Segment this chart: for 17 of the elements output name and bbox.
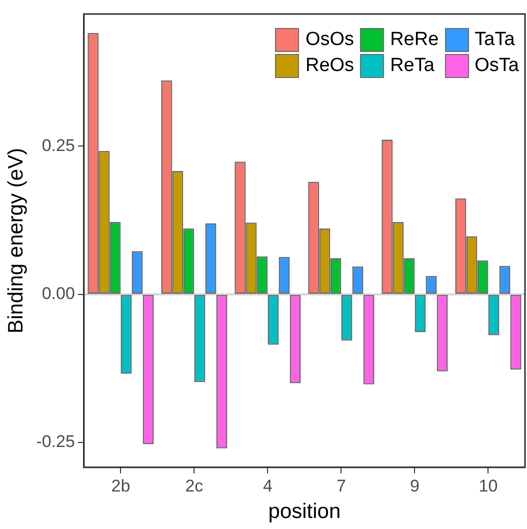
x-axis-title: position bbox=[268, 500, 341, 524]
y-axis-title: Binding energy (eV) bbox=[4, 148, 28, 334]
x-tick-label: 7 bbox=[336, 476, 346, 496]
legend-label: TaTa bbox=[474, 29, 515, 51]
y-tick-label: 0.25 bbox=[42, 136, 75, 155]
y-tick-label: -0.25 bbox=[36, 432, 75, 452]
x-tick-label: 10 bbox=[478, 476, 498, 496]
x-tick-label: 2b bbox=[111, 476, 130, 496]
legend-label: ReRe bbox=[390, 29, 439, 51]
legend-label: ReTa bbox=[390, 55, 434, 77]
legend-label: OsOs bbox=[305, 29, 354, 51]
y-tick-label: 0.00 bbox=[42, 284, 75, 304]
legend-label: ReOs bbox=[305, 55, 354, 77]
legend-label: OsTa bbox=[474, 55, 519, 77]
x-tick-label: 2c bbox=[185, 476, 204, 496]
x-tick-label: 9 bbox=[410, 476, 420, 496]
x-tick-label: 4 bbox=[262, 476, 272, 496]
